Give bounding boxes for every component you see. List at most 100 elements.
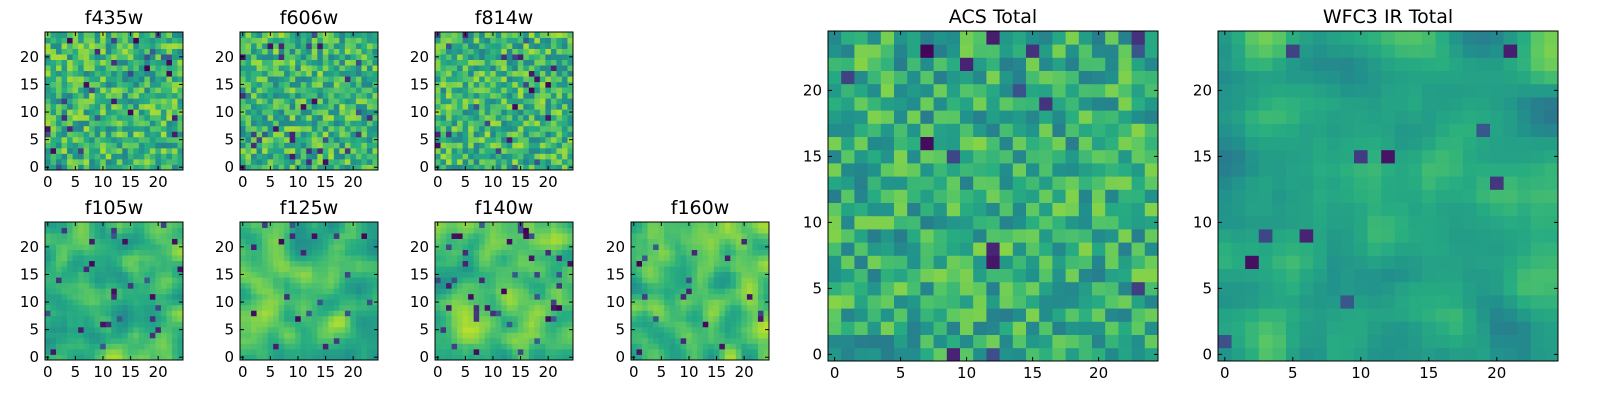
heatmap-cell bbox=[457, 87, 463, 94]
heatmap-cell bbox=[691, 282, 698, 289]
heatmap-cell bbox=[89, 158, 96, 165]
heatmap-cell bbox=[867, 321, 882, 335]
heatmap-cell bbox=[451, 109, 458, 116]
heatmap-cell bbox=[171, 32, 178, 38]
heatmap-cell bbox=[311, 87, 318, 94]
heatmap-cell bbox=[78, 293, 85, 300]
heatmap-cell bbox=[273, 354, 280, 361]
heatmap-cell bbox=[317, 114, 324, 121]
heatmap-cell bbox=[484, 277, 491, 284]
heatmap-cell bbox=[56, 282, 62, 289]
heatmap-cell bbox=[550, 32, 557, 38]
heatmap-cell bbox=[306, 255, 313, 262]
heatmap-cell bbox=[67, 37, 73, 44]
heatmap-cell bbox=[251, 131, 257, 138]
heatmap-cell bbox=[100, 109, 107, 116]
heatmap-cell bbox=[658, 288, 665, 295]
heatmap-cell bbox=[636, 337, 643, 344]
heatmap-cell bbox=[691, 293, 698, 300]
heatmap-cell bbox=[317, 304, 324, 311]
heatmap-cell bbox=[127, 54, 134, 60]
heatmap-cell bbox=[105, 332, 112, 339]
heatmap-cell bbox=[506, 147, 513, 154]
heatmap-cell bbox=[333, 32, 340, 38]
heatmap-cell bbox=[495, 321, 502, 328]
heatmap-cell bbox=[144, 315, 151, 322]
heatmap-cell bbox=[636, 277, 643, 284]
heatmap-cell bbox=[686, 299, 693, 306]
heatmap-cell bbox=[278, 158, 285, 165]
heatmap-cell bbox=[534, 343, 541, 350]
heatmap-cell bbox=[355, 98, 362, 105]
heatmap-cell bbox=[344, 348, 351, 355]
heatmap-cell bbox=[468, 233, 475, 239]
heatmap-cell bbox=[171, 233, 178, 239]
heatmap-cell bbox=[567, 348, 574, 355]
heatmap-cell bbox=[523, 87, 530, 94]
heatmap-cell bbox=[539, 32, 546, 38]
heatmap-cell bbox=[56, 337, 62, 344]
heatmap-cell bbox=[713, 282, 720, 289]
heatmap-cell bbox=[322, 326, 329, 333]
heatmap-cell bbox=[56, 277, 62, 284]
heatmap-cell bbox=[691, 222, 698, 228]
heatmap-cell bbox=[67, 227, 73, 234]
heatmap-cell bbox=[366, 271, 373, 278]
heatmap-cell bbox=[300, 277, 307, 284]
heatmap-cell bbox=[1065, 347, 1080, 362]
heatmap-cell bbox=[171, 249, 178, 256]
heatmap-cell bbox=[523, 315, 530, 322]
heatmap-cell bbox=[328, 299, 335, 306]
heatmap-cell bbox=[262, 76, 268, 83]
heatmap-cell bbox=[355, 164, 362, 171]
heatmap-cell bbox=[350, 288, 357, 295]
heatmap-cell bbox=[328, 48, 335, 55]
heatmap-cell bbox=[550, 43, 557, 49]
heatmap-cell bbox=[160, 131, 167, 138]
heatmap-cell bbox=[284, 142, 291, 149]
heatmap-cell bbox=[561, 87, 568, 94]
heatmap-cell bbox=[133, 321, 140, 328]
heatmap-cell bbox=[561, 120, 568, 127]
heatmap-cell bbox=[528, 70, 535, 77]
heatmap-cell bbox=[300, 120, 307, 127]
heatmap-cell bbox=[306, 103, 313, 110]
heatmap-cell bbox=[127, 114, 134, 121]
heatmap-cell bbox=[339, 288, 346, 295]
heatmap-cell bbox=[867, 281, 882, 296]
heatmap-cell bbox=[501, 266, 508, 273]
heatmap-cell bbox=[100, 114, 107, 121]
heatmap-cell bbox=[708, 260, 715, 267]
heatmap-cell bbox=[539, 70, 546, 77]
heatmap-cell bbox=[506, 304, 513, 311]
heatmap-cell bbox=[333, 142, 340, 149]
heatmap-cell bbox=[155, 266, 162, 273]
heatmap-cell bbox=[372, 131, 379, 138]
heatmap-cell bbox=[273, 326, 280, 333]
heatmap-cell bbox=[100, 249, 107, 256]
heatmap-cell bbox=[166, 70, 173, 77]
heatmap-cell bbox=[133, 147, 140, 154]
heatmap-cell bbox=[501, 125, 508, 132]
heatmap-cell bbox=[328, 255, 335, 262]
heatmap-cell bbox=[680, 238, 687, 245]
heatmap-cell bbox=[484, 222, 491, 228]
heatmap-cell bbox=[355, 326, 362, 333]
heatmap-cell bbox=[171, 304, 178, 311]
heatmap-cell bbox=[631, 293, 637, 300]
heatmap-cell bbox=[166, 249, 173, 256]
heatmap-cell bbox=[735, 293, 742, 300]
heatmap-cell bbox=[256, 255, 263, 262]
panel-title: f125w bbox=[280, 197, 339, 219]
heatmap-cell bbox=[658, 293, 665, 300]
heatmap-cell bbox=[267, 310, 274, 317]
heatmap-cell bbox=[56, 299, 62, 306]
heatmap-cell bbox=[284, 153, 291, 160]
heatmap-cell bbox=[1026, 229, 1040, 243]
heatmap-cell bbox=[78, 233, 85, 239]
heatmap-cell bbox=[517, 255, 524, 262]
heatmap-cell bbox=[72, 227, 79, 234]
heatmap-cell bbox=[267, 54, 274, 60]
heatmap-cell bbox=[67, 310, 73, 317]
heatmap-cell bbox=[880, 202, 895, 217]
